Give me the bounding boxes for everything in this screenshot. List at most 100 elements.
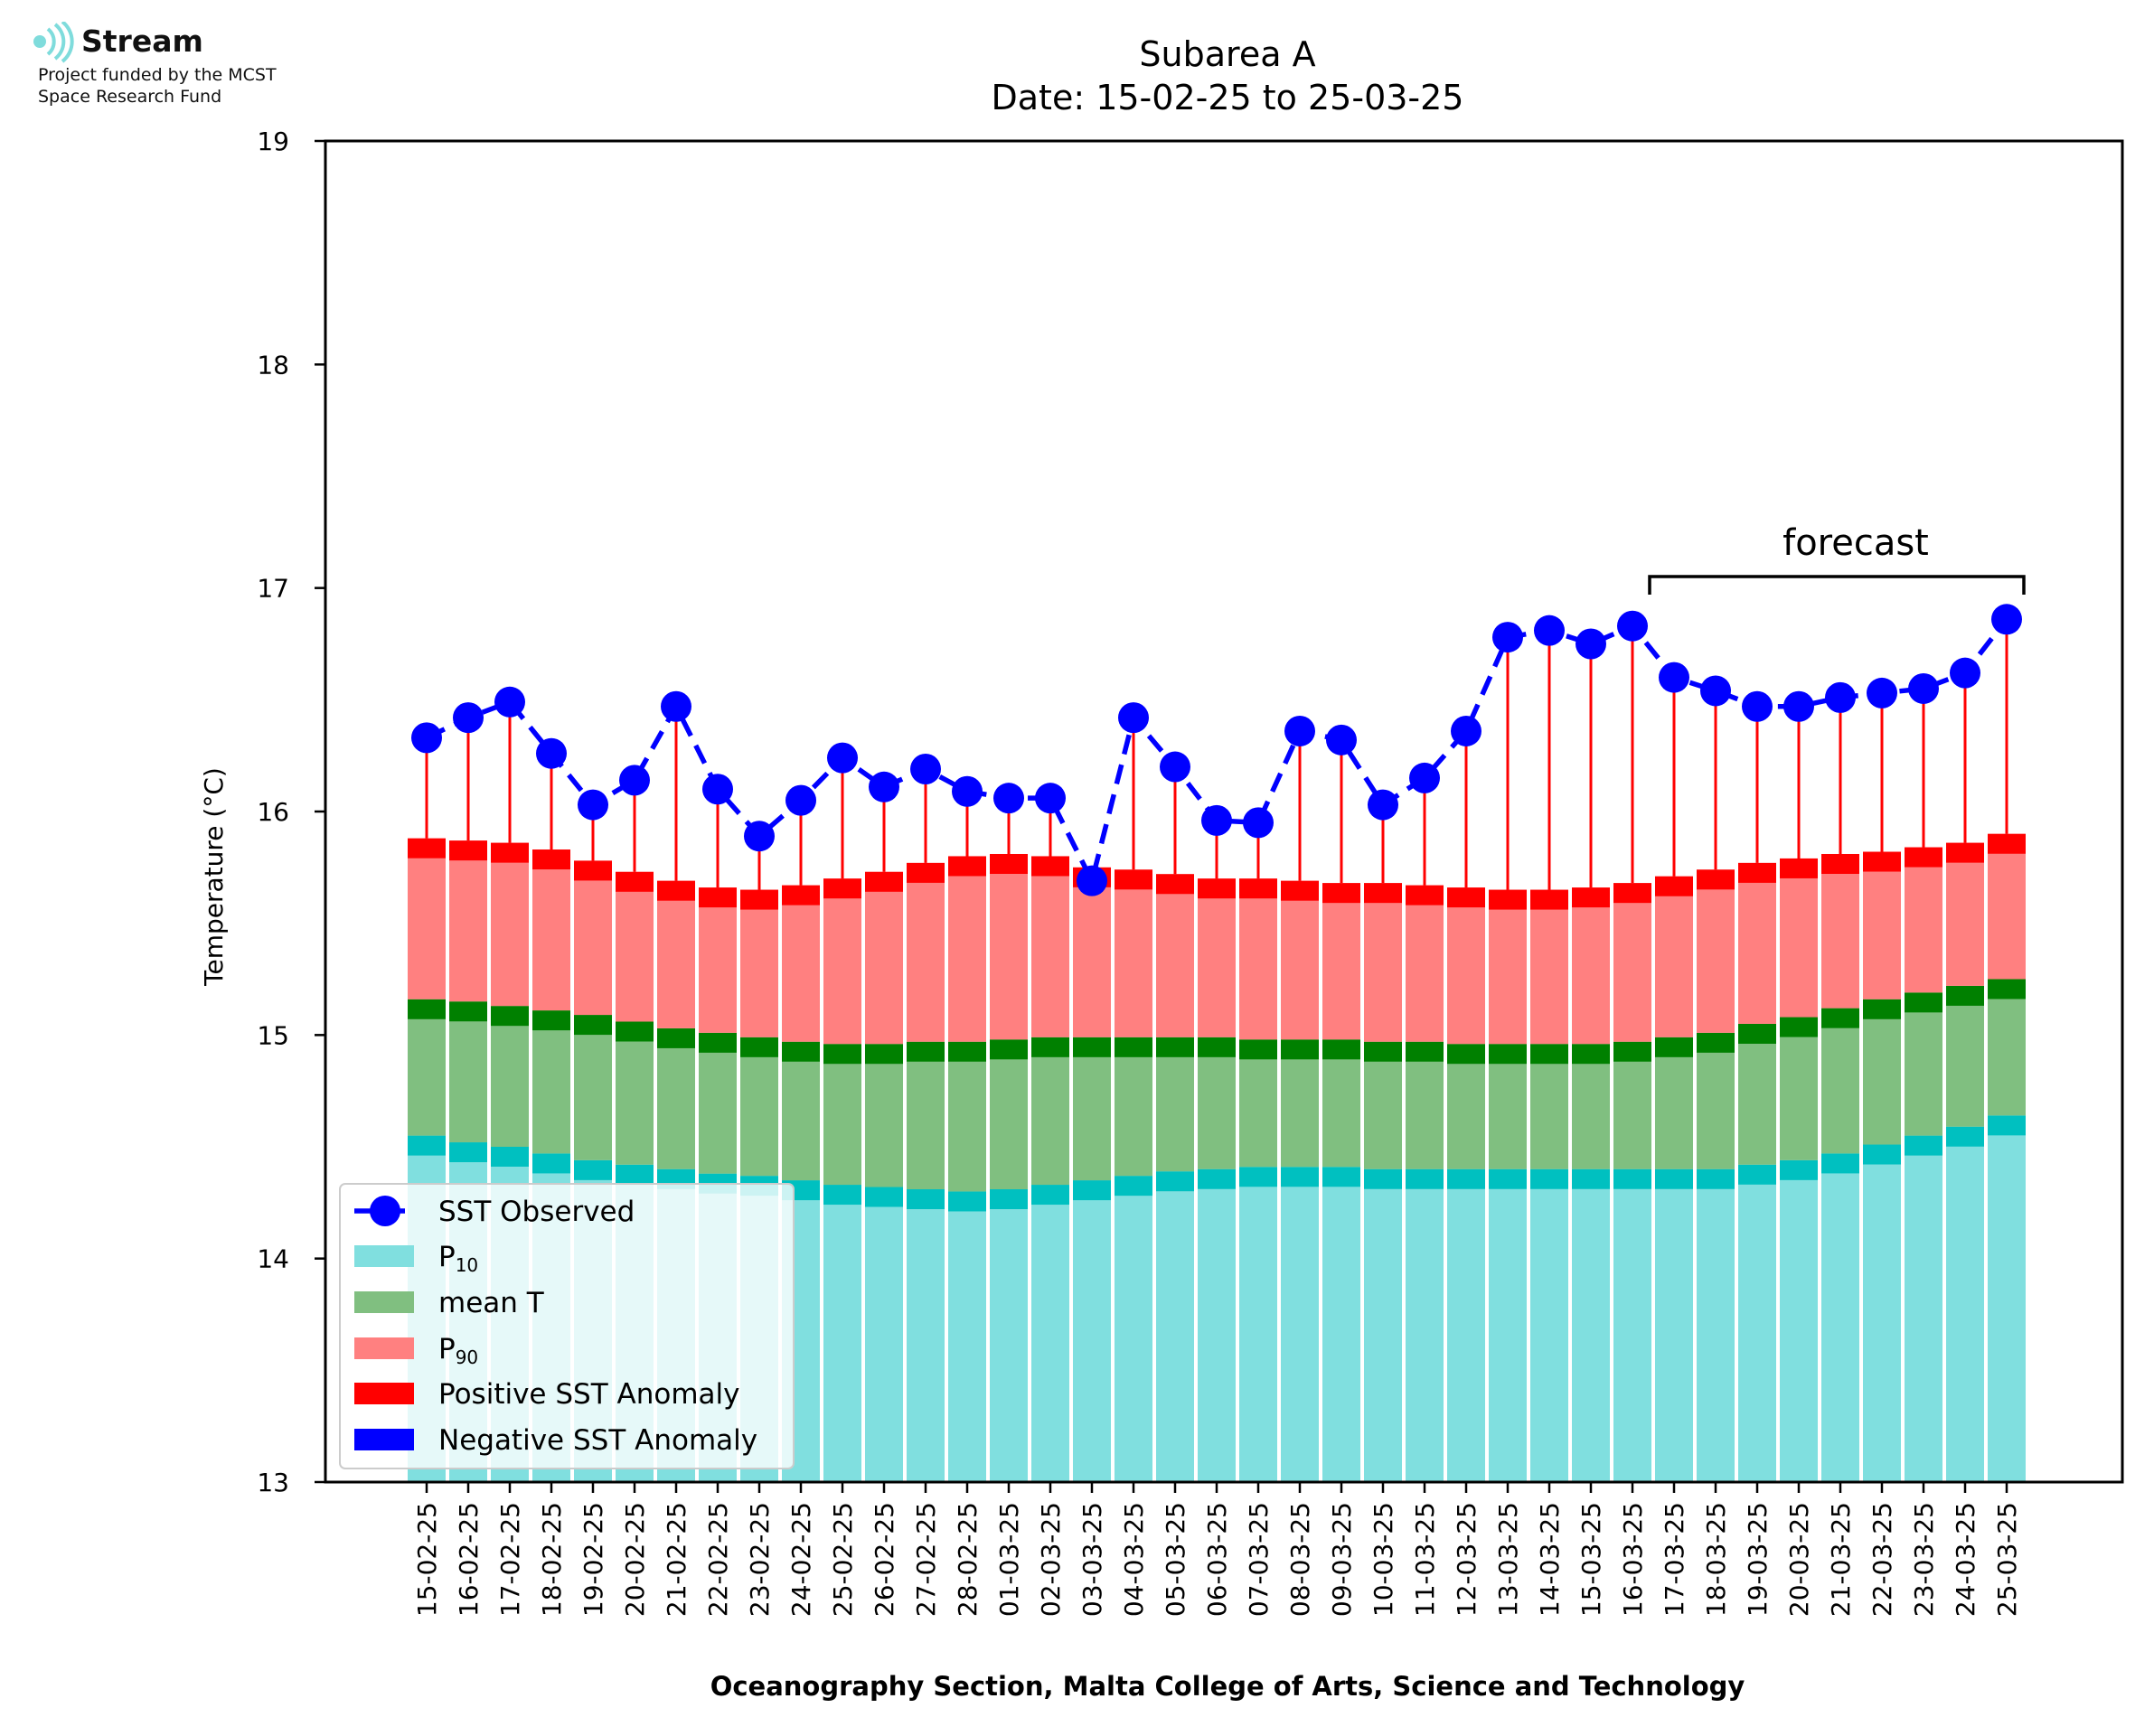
p90-band xyxy=(1780,858,1818,878)
sst-observed-point xyxy=(1534,615,1565,646)
p90-band xyxy=(574,860,612,881)
mean-t-band xyxy=(907,1041,945,1062)
p10-bar xyxy=(907,1188,945,1482)
mean-t-band xyxy=(1780,1017,1818,1037)
legend-box xyxy=(339,1183,795,1469)
mean-t-bar xyxy=(1738,1023,1776,1165)
p90-band xyxy=(408,838,446,859)
p90-band xyxy=(948,856,986,877)
mean-t-bar xyxy=(491,1006,529,1147)
p10-band xyxy=(1988,1115,2026,1136)
x-tick-label: 11-03-25 xyxy=(1410,1502,1440,1617)
mean-t-band xyxy=(1613,1041,1651,1062)
y-axis-label: Temperature (°C) xyxy=(199,767,229,987)
p10-bar xyxy=(1863,1144,1901,1482)
p90-band xyxy=(1406,885,1444,906)
mean-t-band xyxy=(1364,1041,1402,1062)
x-tick-label: 18-02-25 xyxy=(537,1502,567,1617)
mean-t-band xyxy=(699,1032,737,1053)
x-tick-label: 07-03-25 xyxy=(1244,1502,1274,1617)
sst-observed-point xyxy=(827,742,858,774)
p90-bar xyxy=(782,885,820,1042)
sst-observed-point xyxy=(494,686,525,718)
mean-t-bar xyxy=(1780,1017,1818,1160)
p90-band xyxy=(823,878,861,899)
x-tick-label: 02-03-25 xyxy=(1036,1502,1066,1617)
p90-bar xyxy=(1780,858,1818,1018)
mean-t-band xyxy=(1738,1023,1776,1044)
mean-t-bar xyxy=(699,1032,737,1174)
mean-t-band xyxy=(948,1041,986,1062)
sst-observed-point xyxy=(869,771,899,802)
mean-t-band xyxy=(1406,1041,1444,1062)
x-tick-label: 25-02-25 xyxy=(828,1502,858,1617)
p90-band xyxy=(1655,876,1693,896)
sst-observed-point xyxy=(1908,672,1939,704)
x-tick-label: 05-03-25 xyxy=(1161,1502,1190,1617)
p10-bar xyxy=(1697,1168,1735,1482)
p90-bar xyxy=(616,871,654,1022)
p90-band xyxy=(1697,869,1735,890)
p10-band xyxy=(449,1142,487,1163)
x-tick-label: 19-02-25 xyxy=(578,1502,608,1617)
mean-t-bar xyxy=(865,1044,903,1187)
p90-band xyxy=(1738,862,1776,883)
sst-observed-point xyxy=(1576,628,1606,660)
mean-t-bar xyxy=(1406,1041,1444,1169)
mean-t-bar xyxy=(1031,1037,1069,1186)
p90-bar xyxy=(740,889,778,1037)
p10-band xyxy=(1697,1168,1735,1189)
mean-t-band xyxy=(1946,985,1984,1006)
x-tick-label: 13-03-25 xyxy=(1493,1502,1523,1617)
mean-t-bar xyxy=(532,1010,570,1154)
mean-t-band xyxy=(1115,1037,1152,1057)
sst-observed-point xyxy=(702,774,733,805)
p90-band xyxy=(1364,883,1402,904)
legend-item-mean-t-label: mean T xyxy=(438,1287,545,1319)
mean-t-band xyxy=(657,1028,695,1048)
p90-bar xyxy=(1364,883,1402,1042)
p10-band xyxy=(1780,1159,1818,1180)
chart-subtitle: Date: 15-02-25 to 25-03-25 xyxy=(992,78,1464,117)
mean-t-band xyxy=(1322,1039,1360,1060)
p10-band xyxy=(1613,1168,1651,1189)
p10-band xyxy=(1406,1168,1444,1189)
mean-t-band xyxy=(1156,1037,1194,1057)
legend-swatch-marker xyxy=(370,1196,400,1226)
x-tick-label: 17-02-25 xyxy=(495,1502,525,1617)
p10-bar xyxy=(1364,1168,1402,1482)
x-tick-label: 20-02-25 xyxy=(620,1502,650,1617)
p10-bar xyxy=(1198,1168,1236,1482)
p90-band xyxy=(1530,889,1568,910)
p10-bar xyxy=(1073,1180,1111,1482)
x-tick-label: 23-02-25 xyxy=(745,1502,775,1617)
sst-observed-point xyxy=(1950,657,1980,689)
x-tick-label: 22-03-25 xyxy=(1867,1502,1897,1617)
sst-observed-point xyxy=(1991,604,2022,635)
sst-observed-point xyxy=(661,690,691,722)
legend-item-p10-label: P10 xyxy=(438,1241,478,1276)
p10-band xyxy=(1031,1185,1069,1206)
p90-band xyxy=(449,840,487,861)
p10-band xyxy=(408,1135,446,1156)
legend-swatch xyxy=(354,1245,414,1267)
p90-bar xyxy=(1406,885,1444,1042)
sst-observed-point xyxy=(785,784,816,816)
x-tick-label: 12-03-25 xyxy=(1452,1502,1481,1617)
mean-t-band xyxy=(1031,1037,1069,1057)
p10-band xyxy=(532,1153,570,1174)
sst-observed-point xyxy=(453,702,484,734)
mean-t-bar xyxy=(1447,1044,1485,1169)
x-tick-label: 15-03-25 xyxy=(1576,1502,1606,1617)
p90-band xyxy=(1613,883,1651,904)
mean-t-bar xyxy=(1655,1037,1693,1169)
x-tick-label: 22-02-25 xyxy=(703,1502,733,1617)
y-tick-label: 17 xyxy=(257,574,289,604)
p90-bar xyxy=(1738,862,1776,1024)
p90-band xyxy=(740,889,778,910)
p90-bar xyxy=(1613,883,1651,1042)
p90-bar xyxy=(1322,883,1360,1040)
mean-t-bar xyxy=(1946,985,1984,1127)
mean-t-bar xyxy=(449,1001,487,1143)
sst-observed-point xyxy=(910,754,941,785)
